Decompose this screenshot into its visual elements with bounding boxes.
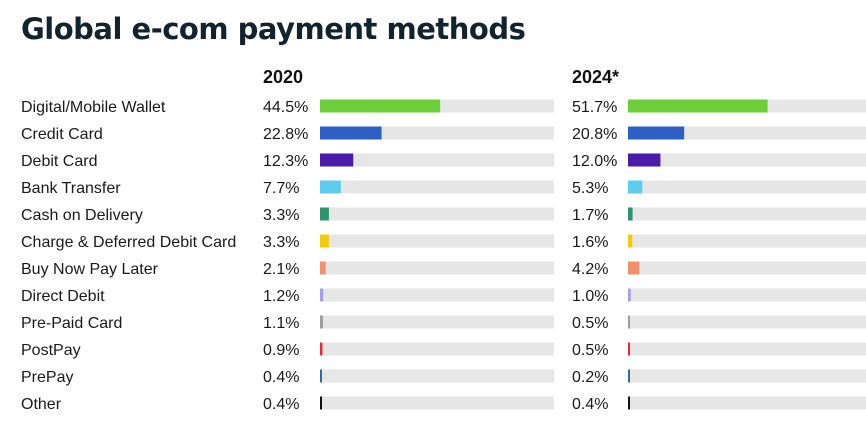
bar-track-2024-buy-now-pay-later: [628, 261, 866, 275]
category-label-digital-mobile-wallet: Digital/Mobile Wallet: [21, 99, 166, 116]
chart-title: Global e-com payment methods: [21, 12, 526, 46]
value-label-2020-charge-deferred-debit-card: 3.3%: [263, 234, 299, 251]
bar-track-2024-direct-debit: [628, 288, 866, 302]
value-label-2024-pre-paid-card: 0.5%: [572, 315, 608, 332]
value-label-2020-other: 0.4%: [263, 396, 299, 413]
bar-2020-pre-paid-card: [320, 315, 323, 329]
value-label-2024-cash-on-delivery: 1.7%: [572, 207, 608, 224]
bar-2020-bank-transfer: [320, 180, 341, 194]
value-label-2020-buy-now-pay-later: 2.1%: [263, 261, 299, 278]
value-label-2024-credit-card: 20.8%: [572, 126, 617, 143]
bar-2020-prepay: [320, 369, 322, 383]
category-label-charge-deferred-debit-card: Charge & Deferred Debit Card: [21, 234, 236, 251]
category-label-prepay: PrePay: [21, 369, 73, 386]
bar-track-2024-bank-transfer: [628, 180, 866, 194]
value-label-2024-charge-deferred-debit-card: 1.6%: [572, 234, 608, 251]
value-label-2024-buy-now-pay-later: 4.2%: [572, 261, 608, 278]
bar-2020-charge-deferred-debit-card: [320, 234, 329, 248]
bar-2024-charge-deferred-debit-card: [628, 234, 633, 248]
bar-2024-direct-debit: [628, 288, 631, 302]
category-label-direct-debit: Direct Debit: [21, 288, 105, 305]
bar-track-2020-pre-paid-card: [320, 315, 554, 329]
value-label-2024-other: 0.4%: [572, 396, 608, 413]
value-label-2020-credit-card: 22.8%: [263, 126, 308, 143]
bar-track-2024-other: [628, 396, 866, 410]
bar-2020-digital-mobile-wallet: [320, 99, 441, 113]
category-label-buy-now-pay-later: Buy Now Pay Later: [21, 261, 159, 278]
value-label-2020-bank-transfer: 7.7%: [263, 180, 299, 197]
bar-track-2020-prepay: [320, 369, 554, 383]
value-label-2024-postpay: 0.5%: [572, 342, 608, 359]
bar-track-2020-postpay: [320, 342, 554, 356]
category-label-cash-on-delivery: Cash on Delivery: [21, 207, 143, 224]
bar-track-2020-cash-on-delivery: [320, 207, 554, 221]
value-label-2020-debit-card: 12.3%: [263, 153, 308, 170]
bar-2024-digital-mobile-wallet: [628, 99, 768, 113]
bar-track-2020-charge-deferred-debit-card: [320, 234, 554, 248]
bar-track-2020-buy-now-pay-later: [320, 261, 554, 275]
bar-2024-prepay: [628, 369, 630, 383]
bar-track-2024-pre-paid-card: [628, 315, 866, 329]
bar-track-2024-debit-card: [628, 153, 866, 167]
bar-2024-bank-transfer: [628, 180, 643, 194]
bar-track-2020-other: [320, 396, 554, 410]
bar-track-2020-bank-transfer: [320, 180, 554, 194]
value-label-2024-debit-card: 12.0%: [572, 153, 617, 170]
bar-2020-other: [320, 396, 322, 410]
bar-2024-buy-now-pay-later: [628, 261, 640, 275]
bar-2024-pre-paid-card: [628, 315, 630, 329]
bar-2020-debit-card: [320, 153, 354, 167]
bar-2020-cash-on-delivery: [320, 207, 329, 221]
bar-2024-cash-on-delivery: [628, 207, 633, 221]
category-label-debit-card: Debit Card: [21, 153, 97, 170]
value-label-2020-pre-paid-card: 1.1%: [263, 315, 299, 332]
category-label-bank-transfer: Bank Transfer: [21, 180, 121, 197]
value-label-2020-digital-mobile-wallet: 44.5%: [263, 99, 308, 116]
bar-track-2024-postpay: [628, 342, 866, 356]
value-label-2020-postpay: 0.9%: [263, 342, 299, 359]
bar-2020-postpay: [320, 342, 323, 356]
category-label-credit-card: Credit Card: [21, 126, 103, 143]
bar-2020-credit-card: [320, 126, 382, 140]
bar-2024-other: [628, 396, 630, 410]
bar-2024-debit-card: [628, 153, 661, 167]
bar-2024-credit-card: [628, 126, 685, 140]
value-label-2024-prepay: 0.2%: [572, 369, 608, 386]
bar-track-2020-debit-card: [320, 153, 554, 167]
bar-2020-direct-debit: [320, 288, 324, 302]
bar-2020-buy-now-pay-later: [320, 261, 326, 275]
value-label-2020-prepay: 0.4%: [263, 369, 299, 386]
bar-track-2024-credit-card: [628, 126, 866, 140]
bar-track-2024-prepay: [628, 369, 866, 383]
value-label-2024-digital-mobile-wallet: 51.7%: [572, 99, 617, 116]
category-label-pre-paid-card: Pre-Paid Card: [21, 315, 122, 332]
value-label-2020-direct-debit: 1.2%: [263, 288, 299, 305]
category-label-other: Other: [21, 396, 62, 413]
value-label-2024-direct-debit: 1.0%: [572, 288, 608, 305]
bar-track-2024-cash-on-delivery: [628, 207, 866, 221]
value-label-2024-bank-transfer: 5.3%: [572, 180, 608, 197]
bar-2024-postpay: [628, 342, 630, 356]
column-header-2020: 2020: [263, 67, 304, 87]
category-label-postpay: PostPay: [21, 342, 81, 359]
bar-track-2024-charge-deferred-debit-card: [628, 234, 866, 248]
bar-track-2020-direct-debit: [320, 288, 554, 302]
column-header-2024: 2024*: [572, 67, 620, 87]
value-label-2020-cash-on-delivery: 3.3%: [263, 207, 299, 224]
